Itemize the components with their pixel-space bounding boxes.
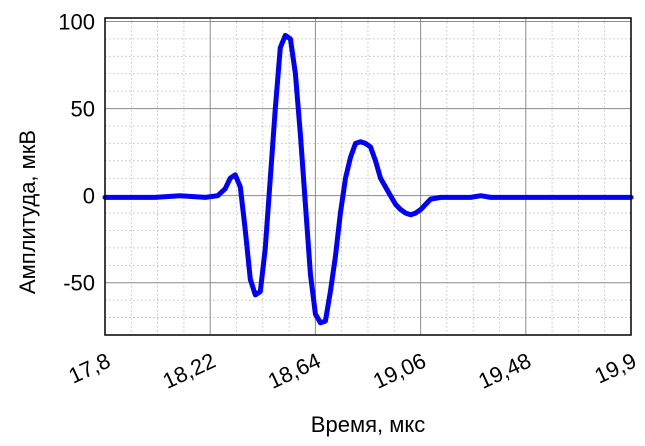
- y-tick-label: 50: [71, 97, 95, 122]
- x-tick-label: 18,64: [264, 348, 324, 394]
- x-tick-labels: 17,8 18,22 18,64 19,06 19,48 19,9: [65, 348, 640, 394]
- x-tick-label: 19,9: [591, 348, 640, 389]
- plot-frame: [104, 17, 632, 336]
- y-tick-label: -50: [63, 271, 95, 296]
- series-line: [102, 32, 634, 326]
- y-tick-label: 0: [83, 184, 95, 209]
- x-tick-label: 17,8: [65, 348, 114, 389]
- x-tick-label: 18,22: [159, 348, 219, 394]
- x-tick-label: 19,48: [474, 348, 534, 394]
- y-axis-label: Амплитуда, мкВ: [15, 130, 40, 294]
- minor-grid: [105, 18, 631, 336]
- y-tick-labels: -50 0 50 100: [58, 9, 95, 295]
- y-tick-label: 100: [58, 9, 95, 34]
- x-tick-label: 19,06: [369, 348, 429, 394]
- x-axis-label: Время, мкс: [311, 412, 425, 437]
